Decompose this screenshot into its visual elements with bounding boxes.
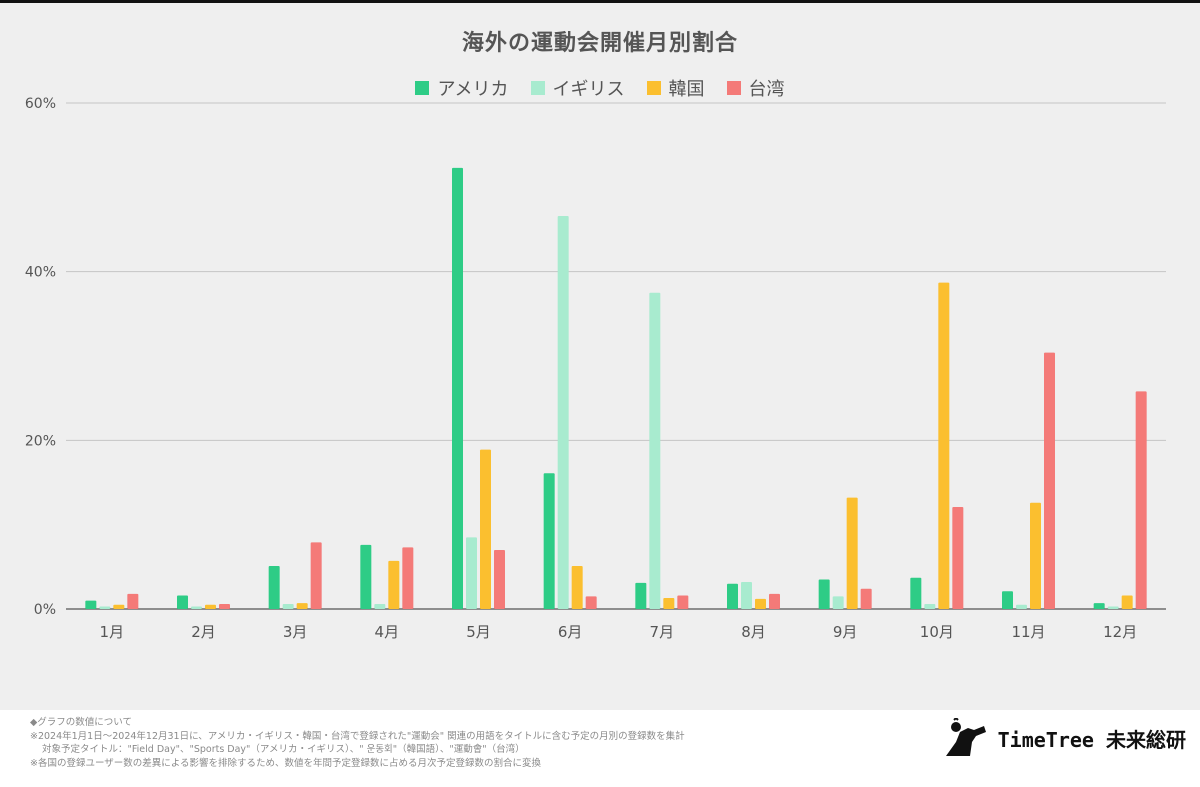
bar xyxy=(205,604,216,609)
bar xyxy=(452,167,463,610)
y-tick-label: 0% xyxy=(34,602,56,618)
bar xyxy=(494,549,505,609)
bar xyxy=(1093,603,1105,609)
bar xyxy=(466,537,477,609)
bar xyxy=(127,593,139,609)
x-tick-label: 4月 xyxy=(375,623,400,641)
bar xyxy=(99,606,111,609)
x-tick-label: 6月 xyxy=(558,623,583,641)
bar xyxy=(938,282,950,609)
legend-label-uk: イギリス xyxy=(552,79,625,100)
bar-chart-plot: 0% 20% 40% 60% 1月 2月 3月 4月 5月 6月 7月 8月 9月 10月 11月 12月 xyxy=(25,96,1166,641)
legend-item-kr: 韓国 xyxy=(646,75,705,101)
bar xyxy=(571,565,583,609)
bar xyxy=(860,588,872,609)
bar xyxy=(585,596,597,609)
bar xyxy=(1002,591,1013,609)
note-line: 対象予定タイトル："Field Day"、"Sports Day"（アメリカ・イ… xyxy=(42,744,525,755)
bar xyxy=(832,596,844,609)
bar xyxy=(1107,606,1119,609)
bar xyxy=(663,598,675,609)
legend-label-kr: 韓国 xyxy=(668,79,705,100)
legend-label-us: アメリカ xyxy=(437,79,509,100)
x-tick-label: 9月 xyxy=(833,623,858,641)
legend-swatch-us xyxy=(415,81,430,95)
x-tick-label: 5月 xyxy=(466,623,491,641)
x-tick-label: 10月 xyxy=(920,623,954,641)
y-tick-label: 60% xyxy=(25,96,56,112)
bar xyxy=(268,565,280,609)
note-heading: ◆グラフの数値について xyxy=(30,717,133,728)
bar xyxy=(480,449,491,609)
bar xyxy=(677,595,689,609)
bar xyxy=(360,544,372,609)
top-border xyxy=(0,0,1200,3)
bar xyxy=(924,603,936,609)
bar xyxy=(557,216,569,610)
bar xyxy=(402,547,414,609)
chart-panel: 海外の運動会開催月別割合 アメリカ イギリス 韓国 台湾 0% 20% 40% 60%… xyxy=(0,3,1200,710)
x-tick-label: 8月 xyxy=(741,623,766,641)
footer: ◆グラフの数値について ※2024年1月1日〜2024年12月31日に、アメリカ… xyxy=(0,710,1200,787)
chart-legend: アメリカ イギリス 韓国 台湾 xyxy=(0,75,1200,101)
bar xyxy=(296,603,308,609)
bar xyxy=(1016,604,1027,609)
bar xyxy=(741,582,752,609)
bar xyxy=(191,606,202,609)
legend-swatch-kr xyxy=(646,81,661,95)
note-line: ※2024年1月1日〜2024年12月31日に、アメリカ・イギリス・韓国・台湾で… xyxy=(30,730,685,742)
bar xyxy=(177,595,188,609)
bar xyxy=(818,579,830,609)
note-line: ※各国の登録ユーザー数の差異による影響を排除するため、数値を年間予定登録数に占め… xyxy=(30,757,541,769)
bar xyxy=(1044,352,1055,609)
bar xyxy=(282,603,294,609)
legend-swatch-uk xyxy=(530,81,545,95)
legend-swatch-tw xyxy=(726,81,741,95)
bar xyxy=(388,560,400,609)
bar xyxy=(910,577,922,609)
bar xyxy=(543,473,555,609)
brand-logo: TimeTree 未来総研 xyxy=(940,718,1186,758)
x-tick-label: 7月 xyxy=(650,623,675,641)
footer-notes: ◆グラフの数値について ※2024年1月1日〜2024年12月31日に、アメリカ… xyxy=(30,716,910,770)
x-tick-label: 11月 xyxy=(1011,623,1045,641)
bar xyxy=(727,583,738,609)
legend-item-us: アメリカ xyxy=(415,75,509,101)
chart-title: 海外の運動会開催月別割合 xyxy=(461,31,738,56)
bar xyxy=(1135,391,1147,609)
legend-item-tw: 台湾 xyxy=(726,75,785,101)
bar xyxy=(219,603,230,609)
x-tick-label: 2月 xyxy=(191,623,216,641)
photographer-icon xyxy=(945,718,986,756)
y-tick-label: 40% xyxy=(25,265,56,281)
legend-label-tw: 台湾 xyxy=(748,79,785,100)
bar xyxy=(952,506,964,609)
x-tick-label: 1月 xyxy=(100,623,125,641)
bar xyxy=(374,603,386,609)
bar xyxy=(649,292,661,609)
x-tick-label: 12月 xyxy=(1103,623,1137,641)
bar xyxy=(755,598,766,609)
y-tick-label: 20% xyxy=(25,433,56,449)
bar xyxy=(113,604,125,609)
legend-item-uk: イギリス xyxy=(530,75,625,101)
bar xyxy=(769,593,780,609)
bar xyxy=(85,600,97,609)
x-tick-label: 3月 xyxy=(283,623,308,641)
bar xyxy=(846,497,858,609)
bar xyxy=(635,582,647,609)
bar xyxy=(310,542,322,609)
brand-name: TimeTree 未来総研 xyxy=(997,727,1186,752)
bar xyxy=(1121,595,1133,609)
bar xyxy=(1030,502,1041,609)
